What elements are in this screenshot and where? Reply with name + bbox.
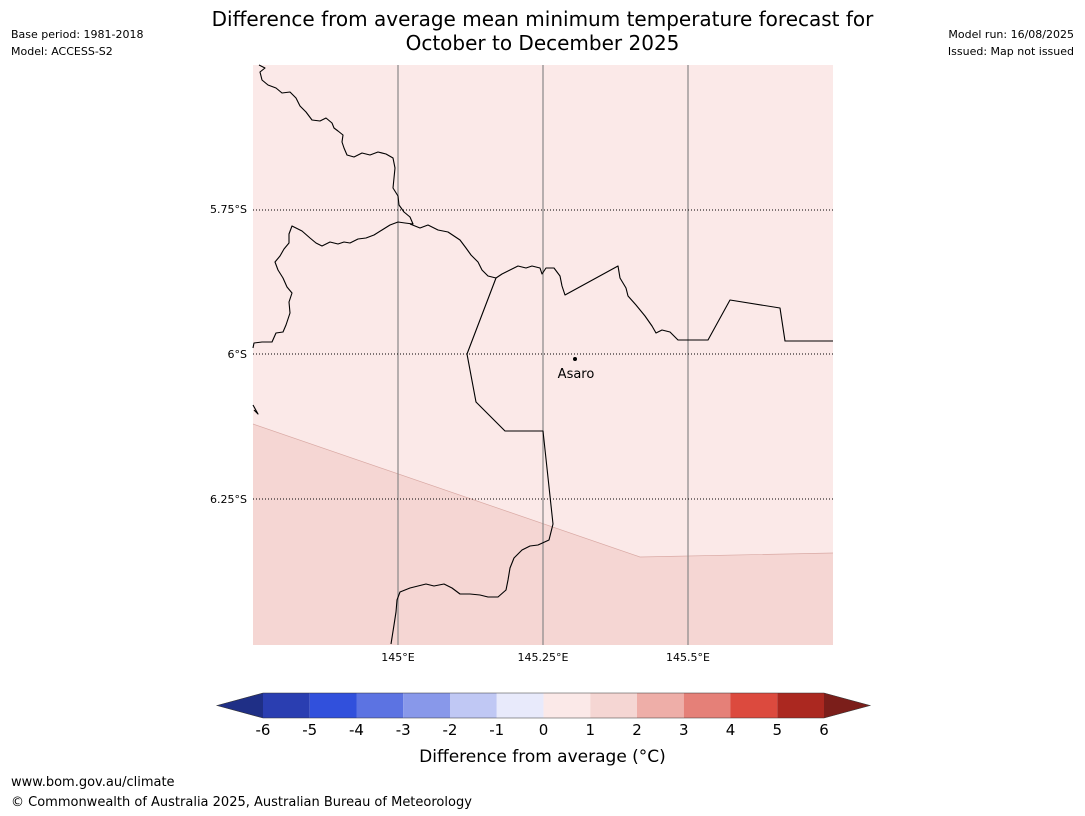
base-period: Base period: 1981-2018 xyxy=(11,28,144,41)
colorbar-tick-label: 0 xyxy=(539,721,549,739)
meta-right: Model run: 16/08/2025 Issued: Map not is… xyxy=(948,26,1074,60)
asaro-marker xyxy=(573,357,577,361)
latitude-gridlines xyxy=(253,209,833,500)
colorbar-segment xyxy=(777,693,824,718)
lat-label-3: 6.25°S xyxy=(210,493,247,506)
colorbar-segment xyxy=(590,693,637,718)
colorbar-segment xyxy=(496,693,544,718)
colorbar-extend-high xyxy=(824,693,870,718)
lat-label-1: 5.75°S xyxy=(210,203,247,216)
colorbar-segment xyxy=(263,693,310,718)
colorbar-tick-label: 6 xyxy=(819,721,829,739)
colorbar-tick-label: 4 xyxy=(726,721,736,739)
place-label-asaro: Asaro xyxy=(558,367,595,382)
colorbar-segment xyxy=(730,693,778,718)
colorbar-label: Difference from average (°C) xyxy=(419,747,666,767)
lon-label-3: 145.5°E xyxy=(666,651,710,664)
colorbar xyxy=(215,692,872,719)
colorbar-tick-label: 2 xyxy=(632,721,642,739)
meta-left: Base period: 1981-2018 Model: ACCESS-S2 xyxy=(11,26,143,60)
colorbar-ticks: -6 -5 -4 -3 -2 -1 0 1 2 3 4 5 6 xyxy=(256,721,829,739)
model-name: Model: ACCESS-S2 xyxy=(11,45,113,58)
longitude-gridlines xyxy=(397,65,689,645)
colorbar-tick-label: 5 xyxy=(772,721,782,739)
colorbar-tick-label: -1 xyxy=(489,721,504,739)
colorbar-segment xyxy=(637,693,684,718)
lon-label-2: 145.25°E xyxy=(518,651,569,664)
lat-label-2: 6°S xyxy=(228,348,247,361)
colorbar-tick-label: 1 xyxy=(585,721,595,739)
colorbar-tick-label: -3 xyxy=(396,721,411,739)
boundaries xyxy=(252,64,833,645)
colorbar-tick-label: -4 xyxy=(349,721,364,739)
colorbar-segment xyxy=(356,693,404,718)
colorbar-tick-label: -5 xyxy=(302,721,317,739)
colorbar-tick-label: -2 xyxy=(443,721,458,739)
lon-label-1: 145°E xyxy=(381,651,414,664)
title-line-1: Difference from average mean minimum tem… xyxy=(211,7,874,31)
colorbar-tick-label: -6 xyxy=(256,721,271,739)
colorbar-extend-low xyxy=(217,693,263,718)
colorbar-segment xyxy=(309,693,357,718)
model-run: Model run: 16/08/2025 xyxy=(948,28,1074,41)
colorbar-segment xyxy=(683,693,731,718)
colorbar-segment xyxy=(450,693,497,718)
issued-date: Issued: Map not issued xyxy=(947,45,1074,58)
colorbar-tick-label: 3 xyxy=(679,721,689,739)
map-title: Difference from average mean minimum tem… xyxy=(0,7,1085,55)
title-line-2: October to December 2025 xyxy=(405,31,680,55)
colorbar-segment xyxy=(543,693,591,718)
footer-copyright: © Commonwealth of Australia 2025, Austra… xyxy=(11,795,472,810)
colorbar-segment xyxy=(403,693,450,718)
footer-url: www.bom.gov.au/climate xyxy=(11,775,175,790)
